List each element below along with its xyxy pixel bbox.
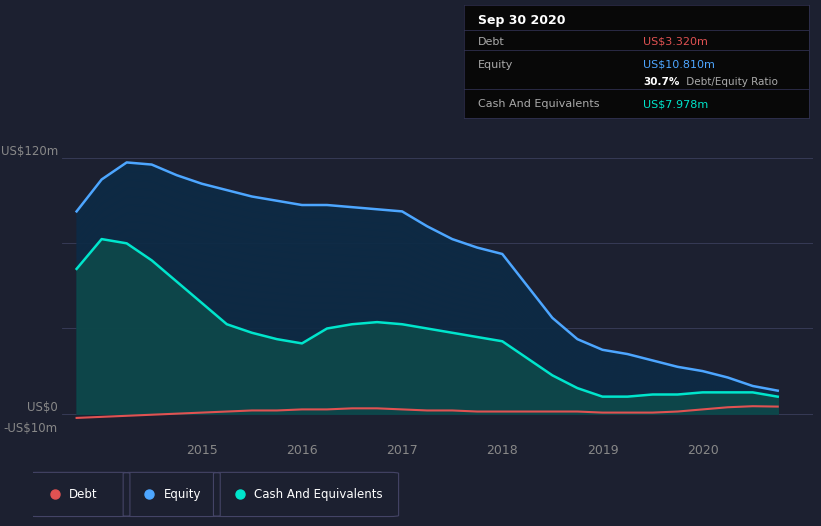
Text: US$7.978m: US$7.978m <box>643 99 709 109</box>
Text: Debt: Debt <box>69 488 98 501</box>
Text: US$10.810m: US$10.810m <box>643 59 715 69</box>
Text: US$0: US$0 <box>27 401 57 413</box>
Text: 30.7%: 30.7% <box>643 76 680 86</box>
Text: Cash And Equivalents: Cash And Equivalents <box>255 488 383 501</box>
Text: Cash And Equivalents: Cash And Equivalents <box>478 99 599 109</box>
Text: Debt: Debt <box>478 37 504 47</box>
Text: US$3.320m: US$3.320m <box>643 37 708 47</box>
Text: Debt/Equity Ratio: Debt/Equity Ratio <box>683 76 777 86</box>
Text: US$120m: US$120m <box>1 145 57 158</box>
Text: Equity: Equity <box>164 488 201 501</box>
Text: -US$10m: -US$10m <box>3 422 57 435</box>
Text: Equity: Equity <box>478 59 513 69</box>
Text: Sep 30 2020: Sep 30 2020 <box>478 14 565 27</box>
